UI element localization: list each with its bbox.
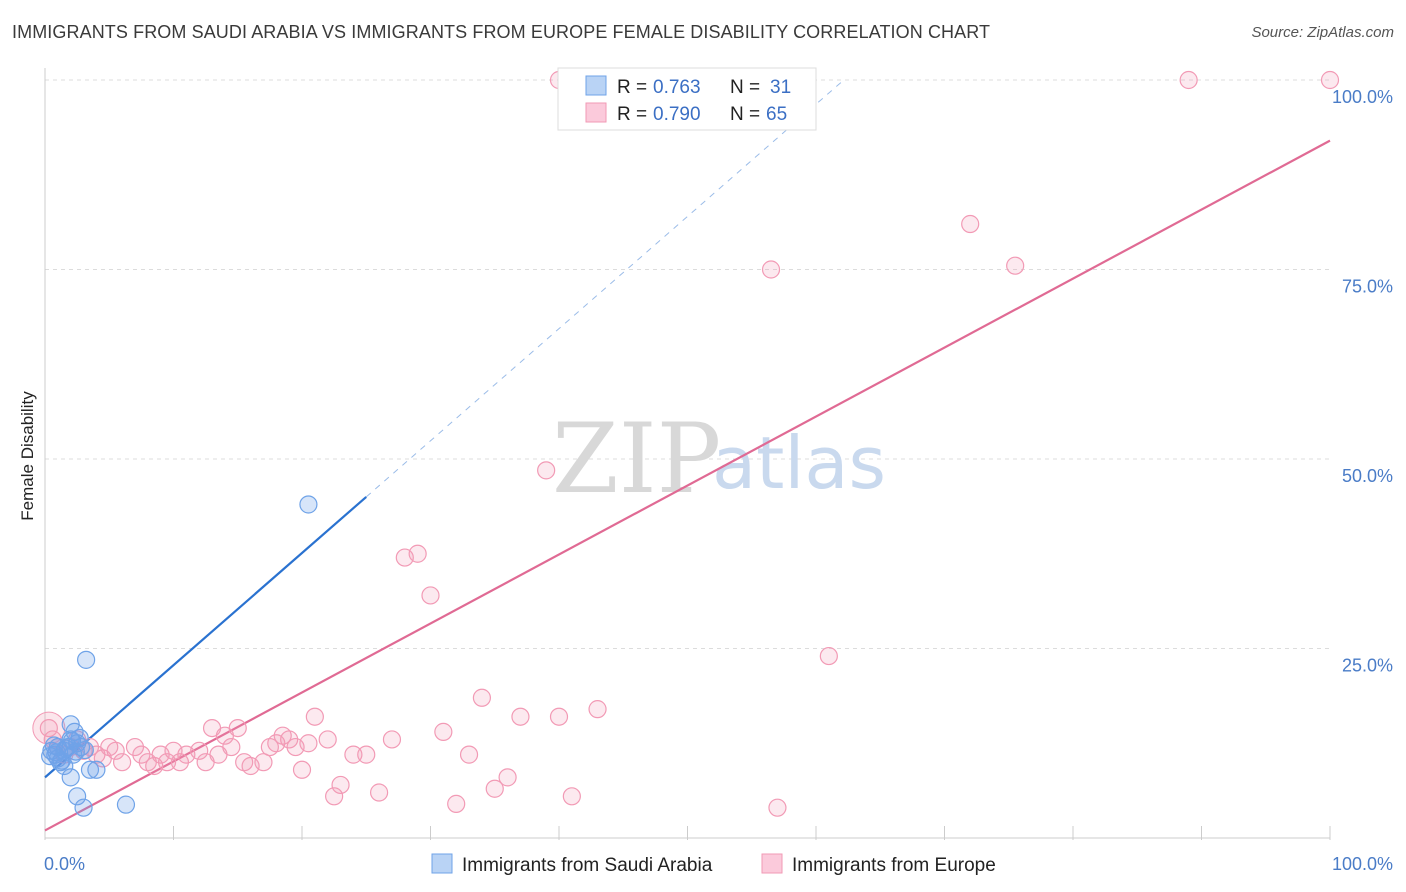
point-europe-68 [1320, 70, 1340, 90]
point-europe-52 [459, 745, 479, 764]
point-europe-61 [768, 798, 787, 817]
point-europe-27 [222, 737, 241, 757]
point-europe-20 [170, 753, 190, 772]
trend-line-saudi-extension [365, 81, 843, 498]
y-tick-label-3: 100.0% [1332, 87, 1393, 107]
x-tick-labels: 0.0% 100.0% [44, 854, 1393, 874]
watermark-atlas: atlas [712, 421, 886, 505]
y-axis-title: Female Disability [18, 391, 37, 521]
legend-n-value-1: 31 [770, 77, 791, 98]
point-europe-63 [819, 646, 838, 666]
bottom-legend-swatch-pink [761, 853, 783, 874]
watermark-zip: ZIP [552, 403, 721, 515]
point-saudi-18 [77, 650, 96, 669]
point-saudi-16 [87, 760, 106, 779]
point-europe-46 [382, 730, 402, 749]
legend-n-value-2: 65 [766, 104, 787, 125]
y-tick-label-0: 25.0% [1342, 656, 1393, 676]
point-europe-54 [485, 779, 504, 798]
point-europe-42 [331, 775, 350, 795]
grid-lines [45, 79, 1330, 649]
legend-r-label-2: R = [617, 104, 647, 125]
point-europe-37 [292, 760, 312, 779]
point-europe-53 [472, 688, 491, 707]
legend-r-label-1: R = [617, 77, 647, 98]
legend-n-label-1: N = [730, 77, 760, 98]
point-europe-13 [125, 737, 145, 757]
point-saudi-30 [299, 495, 318, 514]
point-europe-43 [344, 745, 363, 764]
point-europe-11 [106, 741, 125, 760]
point-europe-18 [157, 753, 177, 772]
bottom-legend-label-pink: Immigrants from Europe [792, 855, 996, 876]
point-europe-62 [761, 260, 781, 279]
bottom-legend-swatch-blue [431, 853, 453, 874]
point-europe-40 [318, 730, 337, 749]
point-saudi-26 [66, 742, 85, 761]
x-tick-label-1: 100.0% [1332, 854, 1393, 874]
watermark: ZIP atlas [552, 403, 886, 515]
point-europe-57 [537, 461, 556, 480]
point-europe-35 [280, 730, 299, 749]
point-europe-0 [39, 718, 58, 738]
point-europe-58 [549, 707, 569, 726]
bottom-legend: Immigrants from Saudi Arabia Immigrants … [431, 853, 996, 876]
trend-lines [44, 81, 1331, 832]
trend-line-saudi [44, 496, 367, 779]
point-europe-55 [498, 768, 517, 787]
point-europe-12 [112, 753, 132, 772]
legend-r-value-1: 0.763 [653, 77, 701, 98]
point-saudi-24 [56, 739, 75, 758]
point-europe-31 [254, 753, 273, 772]
point-europe-41 [325, 787, 344, 806]
point-europe-14 [132, 745, 151, 764]
point-europe-cluster [32, 711, 66, 745]
point-saudi-28 [75, 740, 94, 760]
legend: R = 0.763 N = 31 R = 0.790 N = 65 [557, 67, 817, 131]
point-europe-22 [190, 741, 209, 760]
x-tick-label-0: 0.0% [44, 854, 85, 874]
y-tick-label-2: 75.0% [1342, 277, 1393, 297]
legend-swatch-blue [585, 75, 607, 96]
point-saudi-23 [52, 751, 71, 770]
trend-line-europe [44, 139, 1331, 832]
point-europe-48 [408, 544, 427, 563]
point-europe-64 [961, 214, 980, 234]
point-saudi-29 [41, 747, 60, 766]
point-europe-56 [511, 707, 530, 726]
point-europe-49 [421, 586, 440, 605]
chart-title: IMMIGRANTS FROM SAUDI ARABIA VS IMMIGRAN… [12, 22, 991, 42]
point-europe-50 [434, 722, 453, 741]
point-europe-60 [588, 700, 607, 719]
point-europe-28 [228, 718, 247, 738]
point-europe-39 [305, 707, 324, 726]
legend-r-value-2: 0.790 [653, 104, 701, 125]
axes [44, 68, 1331, 840]
legend-n-label-2: N = [730, 104, 760, 125]
point-saudi-15 [80, 760, 100, 779]
point-europe-59 [562, 787, 581, 806]
data-points [32, 70, 1340, 817]
y-tick-labels: 25.0% 50.0% 75.0% 100.0% [1332, 87, 1393, 676]
point-europe-51 [447, 794, 466, 813]
point-saudi-12 [61, 768, 80, 787]
legend-swatch-pink [585, 102, 607, 123]
point-saudi-14 [74, 798, 93, 817]
point-saudi-13 [68, 787, 87, 806]
point-europe-45 [370, 783, 389, 802]
bottom-legend-label-blue: Immigrants from Saudi Arabia [462, 855, 713, 876]
point-europe-65 [1006, 256, 1025, 275]
point-europe-67 [1179, 70, 1198, 90]
point-europe-44 [357, 745, 376, 764]
point-europe-38 [299, 734, 318, 753]
source-label: Source: ZipAtlas.com [1251, 24, 1394, 41]
y-tick-label-1: 50.0% [1342, 466, 1393, 486]
point-saudi-17 [116, 795, 136, 814]
